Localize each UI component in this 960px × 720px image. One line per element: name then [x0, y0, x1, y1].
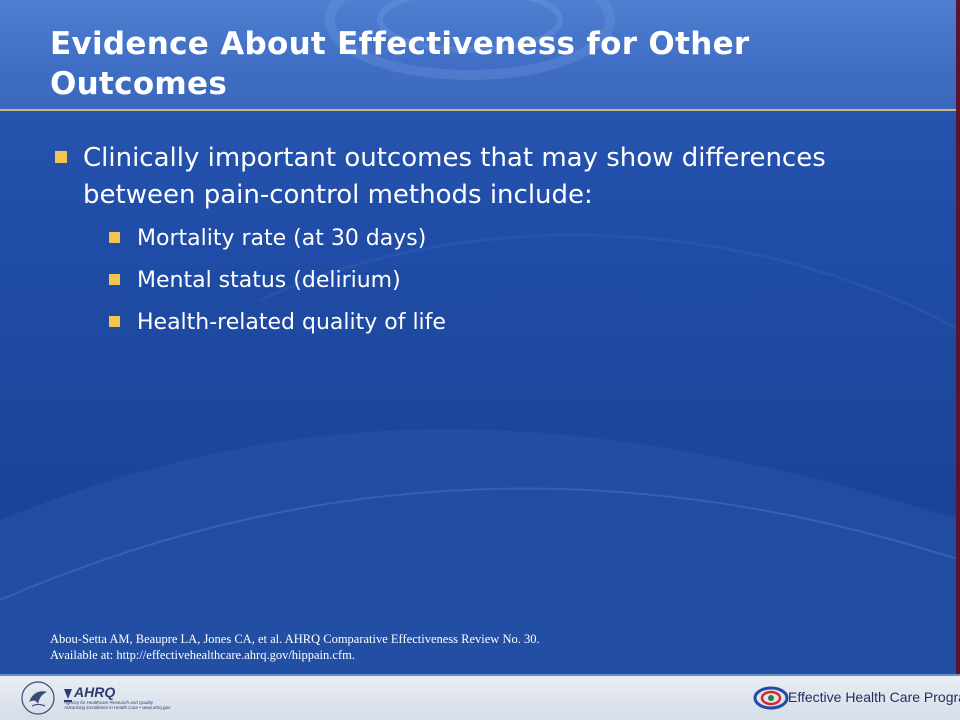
- ahrq-logo-icon: [64, 689, 72, 702]
- bullet-square-icon: [109, 274, 120, 285]
- ehc-swirl-icon: [753, 686, 789, 710]
- ahrq-logo-text: AHRQ: [74, 684, 116, 700]
- footer-bar: [0, 674, 960, 720]
- ehc-program-name: Effective Health Care Program: [788, 689, 960, 705]
- ahrq-tagline: Agency for Healthcare Research and Quali…: [64, 700, 184, 710]
- sub-bullet: Mental status (delirium): [109, 266, 925, 296]
- main-bullet: Clinically important outcomes that may s…: [55, 140, 925, 338]
- bullet-list: Clinically important outcomes that may s…: [55, 140, 925, 350]
- ahrq-tagline-2: Advancing Excellence in Health Care • ww…: [64, 705, 171, 710]
- hhs-eagle-icon: [21, 681, 55, 715]
- sub-bullet-text: Health-related quality of life: [137, 310, 446, 335]
- bullet-square-icon: [109, 232, 120, 243]
- ahrq-tagline-1: Agency for Healthcare Research and Quali…: [64, 700, 154, 705]
- title-bar: Evidence About Effectiveness for Other O…: [0, 0, 960, 111]
- bullet-square-icon: [109, 316, 120, 327]
- citation-line-2: Available at: http://effectivehealthcare…: [50, 648, 355, 662]
- citation-line-1: Abou-Setta AM, Beaupre LA, Jones CA, et …: [50, 632, 540, 646]
- main-bullet-text: Clinically important outcomes that may s…: [83, 143, 826, 210]
- sub-bullet-list: Mortality rate (at 30 days) Mental statu…: [83, 224, 925, 338]
- sub-bullet-text: Mental status (delirium): [137, 268, 401, 293]
- right-edge-accent: [956, 0, 960, 720]
- sub-bullet: Mortality rate (at 30 days): [109, 224, 925, 254]
- bullet-square-icon: [55, 151, 67, 163]
- citation: Abou-Setta AM, Beaupre LA, Jones CA, et …: [50, 631, 540, 663]
- slide-title: Evidence About Effectiveness for Other O…: [50, 26, 750, 102]
- sub-bullet: Health-related quality of life: [109, 308, 925, 338]
- sub-bullet-text: Mortality rate (at 30 days): [137, 226, 427, 251]
- header-swirl: [325, 0, 615, 80]
